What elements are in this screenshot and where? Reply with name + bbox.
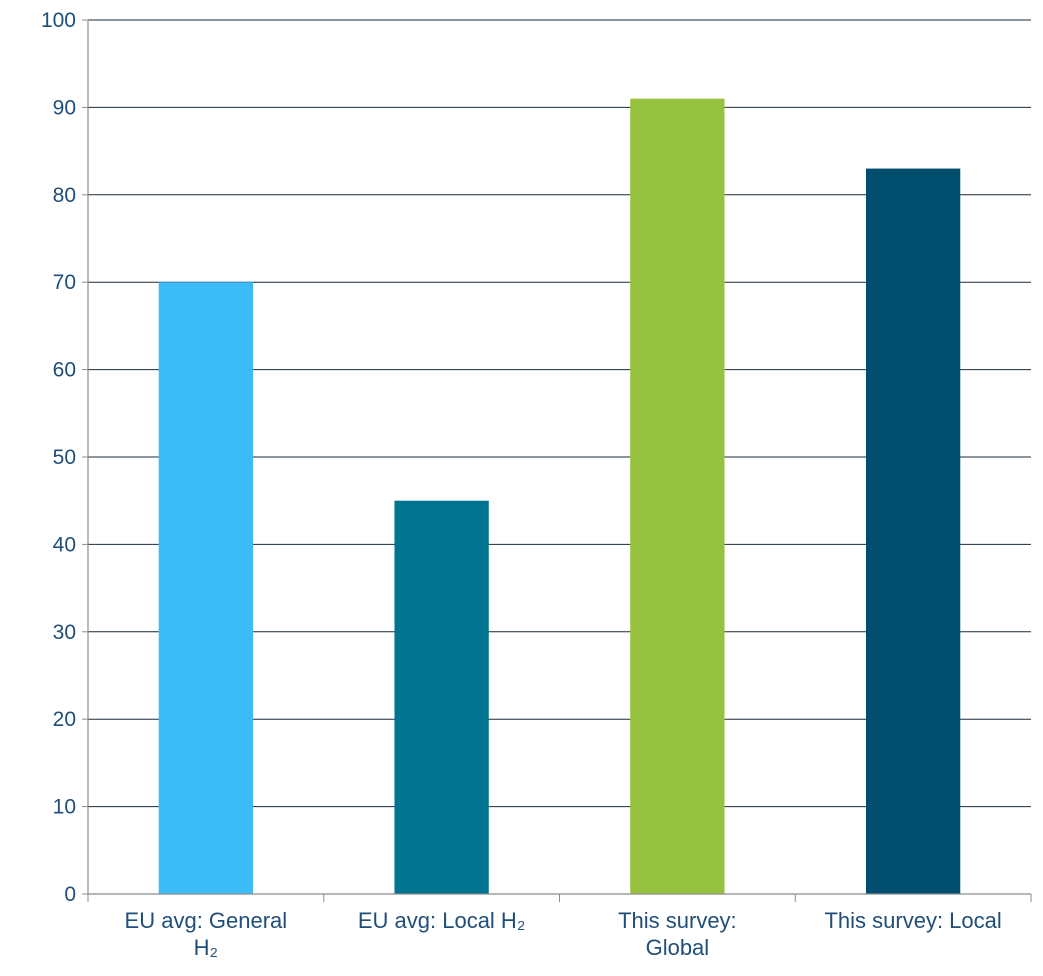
x-category-label-line: EU avg: General bbox=[125, 908, 288, 933]
x-category-label-line: This survey: Local bbox=[824, 908, 1001, 933]
bar bbox=[865, 168, 961, 894]
y-tick-label: 30 bbox=[53, 621, 76, 644]
y-tick-label: 60 bbox=[53, 359, 76, 382]
bars bbox=[158, 98, 961, 894]
y-tick-label: 70 bbox=[53, 271, 76, 294]
y-tick-label: 90 bbox=[53, 96, 76, 119]
y-tick-label: 10 bbox=[53, 796, 76, 819]
y-tick-label: 100 bbox=[41, 9, 76, 32]
y-tick-label: 20 bbox=[53, 708, 76, 731]
x-category-label: This survey: Global bbox=[618, 908, 737, 960]
x-axis-category-labels: EU avg: General H₂ EU avg: Local H₂ This su… bbox=[125, 908, 1002, 960]
y-tick-label: 40 bbox=[53, 533, 76, 556]
y-tick-label: 80 bbox=[53, 184, 76, 207]
x-category-label-line: Global bbox=[646, 935, 710, 960]
x-category-label-line: EU avg: Local H₂ bbox=[358, 908, 526, 933]
bar bbox=[158, 282, 254, 894]
bar bbox=[394, 500, 489, 894]
y-axis-tick-labels: 0 10 20 30 40 50 60 70 80 90 100 bbox=[41, 9, 76, 906]
y-tick-label: 50 bbox=[53, 446, 76, 469]
y-tick-label: 0 bbox=[64, 883, 76, 906]
bar bbox=[630, 98, 725, 894]
x-category-label-line: This survey: bbox=[618, 908, 737, 933]
axes bbox=[82, 19, 1032, 902]
x-category-label: This survey: Local bbox=[824, 908, 1001, 933]
x-category-label: EU avg: Local H₂ bbox=[358, 908, 526, 933]
x-category-label-line: H₂ bbox=[194, 935, 218, 960]
x-category-label: EU avg: General H₂ bbox=[125, 908, 288, 960]
